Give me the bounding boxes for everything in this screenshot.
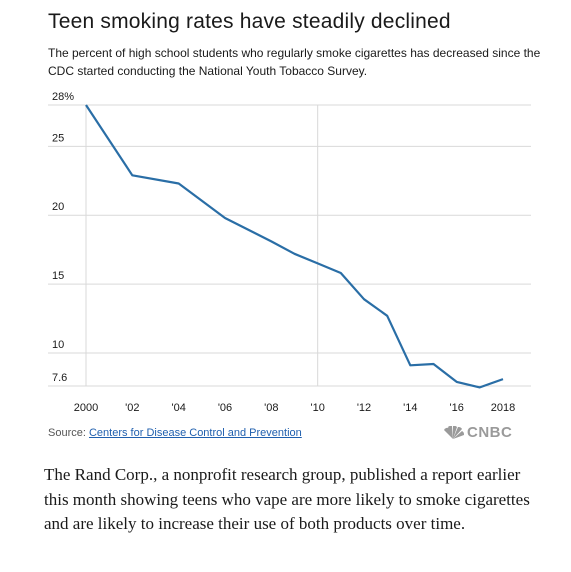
article-paragraph: The Rand Corp., a nonprofit research gro… (44, 465, 530, 533)
y-tick-label: 28% (52, 91, 74, 103)
x-tick-label: '12 (357, 402, 371, 414)
source-note: Source: Centers for Disease Control and … (48, 427, 302, 439)
chart-title: Teen smoking rates have steadily decline… (48, 10, 451, 33)
chart-subtitle: The percent of high school students who … (48, 46, 541, 78)
x-axis: 2000 '02 '04 '06 '08 '10 '12 '14 '16 2018 (74, 402, 515, 414)
logo-text: CNBC (467, 424, 513, 441)
x-tick-label: 2000 (74, 402, 98, 414)
x-tick-label: 2018 (491, 402, 515, 414)
x-tick-label: '06 (218, 402, 232, 414)
y-axis: 28% 25 20 15 10 7.6 (52, 91, 74, 384)
x-tick-label: '02 (125, 402, 139, 414)
y-tick-label: 25 (52, 132, 64, 144)
x-tick-label: '08 (264, 402, 278, 414)
series-line (85, 104, 504, 389)
peacock-icon (444, 425, 465, 439)
x-tick-label: '04 (171, 402, 185, 414)
y-tick-label: 10 (52, 339, 64, 351)
cnbc-logo: CNBC (441, 424, 512, 441)
grid (48, 104, 531, 387)
line-chart: 28% 25 20 15 10 7.6 2000 '02 '04 '06 '08 '10 '12 '14… (48, 91, 531, 414)
y-tick-label: 7.6 (52, 372, 67, 384)
source-prefix: Source: (48, 427, 86, 439)
x-tick-label: '16 (449, 402, 463, 414)
y-tick-label: 20 (52, 201, 64, 213)
y-tick-label: 15 (52, 270, 64, 282)
x-tick-label: '14 (403, 402, 417, 414)
source-link[interactable]: Centers for Disease Control and Preventi… (88, 427, 302, 439)
x-tick-label: '10 (310, 402, 324, 414)
